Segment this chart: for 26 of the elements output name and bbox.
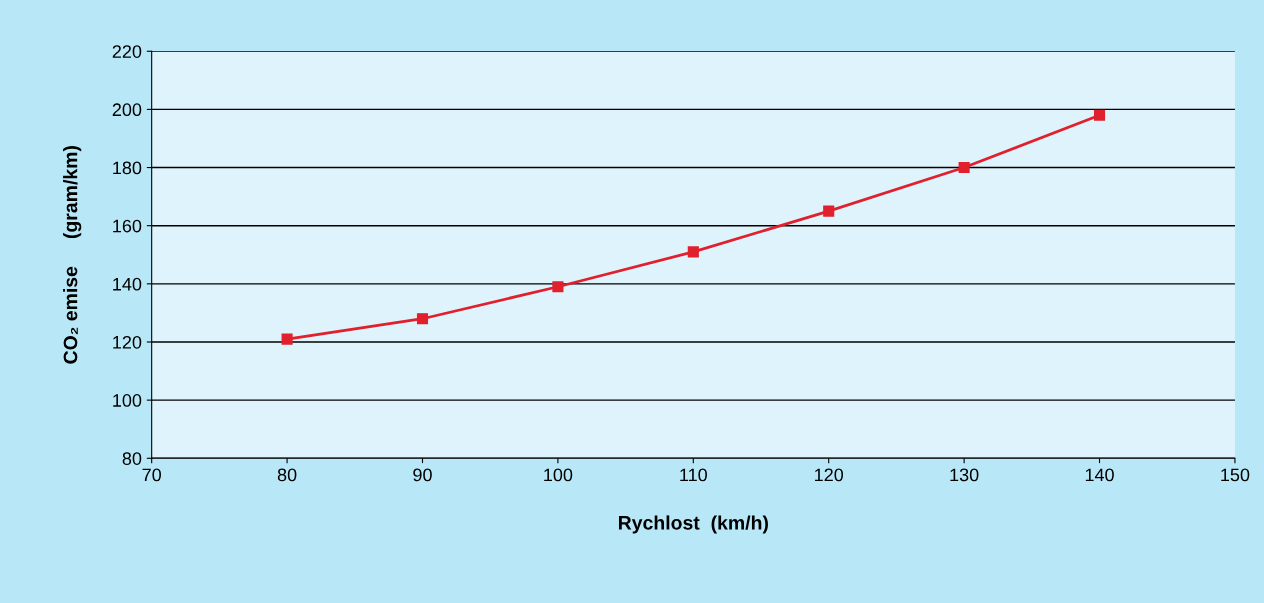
x-tick-label: 90 (413, 468, 432, 482)
y-axis-title: CO₂ emise (gram/km) (63, 146, 82, 364)
y-tick-label: 100 (113, 394, 142, 407)
point (416, 313, 429, 325)
y-tick-label: 120 (113, 335, 142, 349)
x-axis-title: Rychlost (km/h) (618, 515, 768, 534)
y-tick-label: 160 (113, 219, 142, 233)
point (823, 205, 835, 217)
y-tick-label: 80 (122, 452, 142, 465)
x-tick-label: 130 (950, 468, 979, 482)
point (958, 161, 970, 174)
x-tick-label: 150 (1221, 468, 1250, 482)
x-tick-label: 140 (1085, 468, 1114, 482)
point (1093, 109, 1106, 121)
y-tick-label: 180 (113, 161, 142, 175)
y-tick-label: 200 (112, 103, 142, 117)
y-tick-label: 220 (112, 45, 142, 58)
x-tick-label: 70 (142, 468, 162, 482)
point (687, 246, 699, 258)
point (552, 281, 564, 293)
point (281, 333, 293, 345)
x-tick-label: 110 (680, 468, 707, 482)
x-tick-label: 80 (277, 468, 297, 482)
y-tick-label: 140 (113, 277, 142, 291)
x-tick-label: 100 (544, 468, 573, 482)
x-tick-label: 120 (815, 468, 844, 482)
